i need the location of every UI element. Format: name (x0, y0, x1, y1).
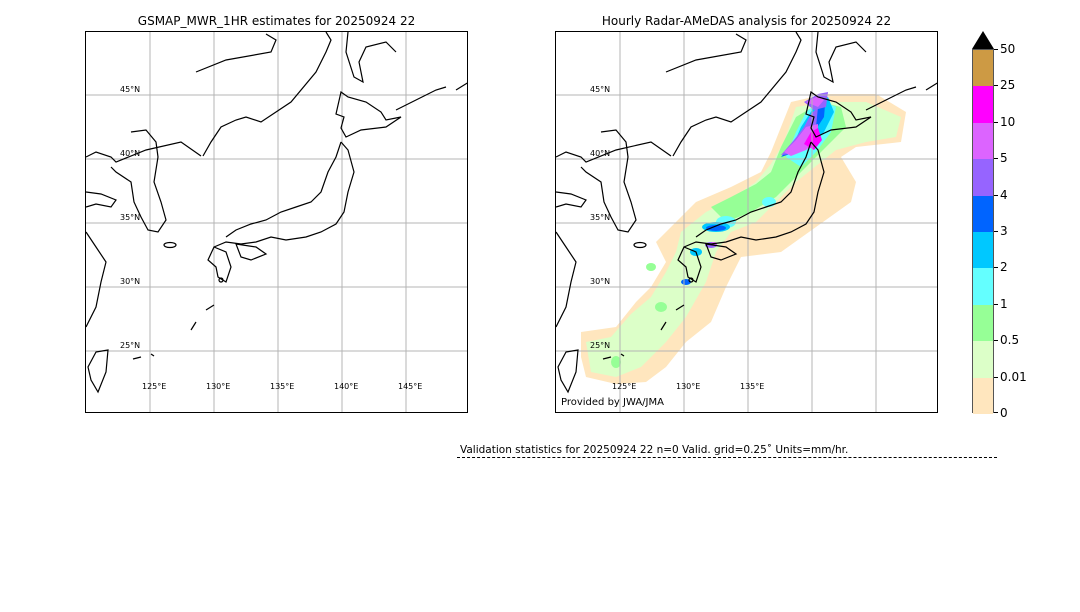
lat-label-35: 35°N (590, 213, 611, 222)
coastlines (86, 32, 467, 394)
right-map-canvas (556, 32, 937, 412)
colorbar-tick (994, 304, 998, 305)
colorbar-tick (994, 122, 998, 123)
lat-label-45: 45°N (120, 85, 141, 94)
colorbar-label-0.01: 0.01 (1000, 370, 1027, 384)
colorbar-seg-0-0.01 (973, 377, 993, 414)
colorbar-label-0.5: 0.5 (1000, 333, 1020, 347)
lon-label-125: 125°E (142, 382, 167, 391)
colorbar-tick (994, 85, 998, 86)
colorbar-seg-2-3 (973, 232, 993, 269)
colorbar-label-1: 1 (1000, 297, 1008, 311)
colorbar-seg-1-2 (973, 268, 993, 305)
colorbar-tick (994, 195, 998, 196)
left-map-canvas (86, 32, 467, 412)
right-map-title: Hourly Radar-AMeDAS analysis for 2025092… (601, 14, 892, 28)
coastlines (556, 32, 937, 394)
colorbar-seg-4-5 (973, 159, 993, 196)
colorbar-label-5: 5 (1000, 151, 1008, 165)
lon-label-130: 130°E (206, 382, 231, 391)
lat-label-30: 30°N (590, 277, 611, 286)
lat-label-30: 30°N (120, 277, 141, 286)
colorbar-seg-5-10 (973, 122, 993, 160)
lon-label-135: 135°E (740, 382, 765, 391)
colorbar-label-50: 50 (1000, 42, 1016, 56)
colorbar-tick (994, 158, 998, 159)
colorbar-extend-arrow (972, 31, 994, 49)
validation-divider (457, 457, 997, 458)
grid-lines (556, 32, 937, 412)
grid-lines (86, 32, 467, 412)
colorbar-tick (994, 49, 998, 50)
lon-label-125: 125°E (612, 382, 637, 391)
colorbar-seg-0.01-0.5 (973, 341, 993, 378)
lat-label-45: 45°N (590, 85, 611, 94)
colorbar-label-25: 25 (1000, 78, 1016, 92)
lat-label-40: 40°N (120, 149, 141, 158)
data-credit: Provided by JWA/JMA (561, 397, 664, 408)
colorbar-seg-3-4 (973, 195, 993, 232)
colorbar-label-3: 3 (1000, 224, 1008, 238)
colorbar-label-10: 10 (1000, 115, 1016, 129)
lat-label-35: 35°N (120, 213, 141, 222)
lon-label-145: 145°E (398, 382, 423, 391)
colorbar-tick (994, 377, 998, 378)
lon-label-140: 140°E (334, 382, 359, 391)
lat-label-25: 25°N (120, 341, 141, 350)
colorbar-label-2: 2 (1000, 260, 1008, 274)
colorbar-label-0: 0 (1000, 406, 1008, 420)
colorbar-tick (994, 412, 998, 413)
lat-label-40: 40°N (590, 149, 611, 158)
left-map: 45°N 40°N 35°N 30°N 25°N 125°E 130°E 135… (85, 31, 468, 413)
colorbar-tick (994, 267, 998, 268)
right-map: 45°N 40°N 35°N 30°N 25°N 125°E 130°E 135… (555, 31, 938, 413)
colorbar-seg-10-25 (973, 86, 993, 123)
lat-label-25: 25°N (590, 341, 611, 350)
colorbar-tick (994, 231, 998, 232)
validation-statistics: Validation statistics for 20250924 22 n=… (460, 444, 849, 456)
colorbar (972, 49, 994, 414)
left-map-title: GSMAP_MWR_1HR estimates for 20250924 22 (137, 14, 416, 28)
colorbar-seg-0.5-1 (973, 304, 993, 342)
lon-label-130: 130°E (676, 382, 701, 391)
colorbar-seg-25-50 (973, 50, 993, 87)
colorbar-tick (994, 340, 998, 341)
colorbar-label-4: 4 (1000, 188, 1008, 202)
lon-label-135: 135°E (270, 382, 295, 391)
